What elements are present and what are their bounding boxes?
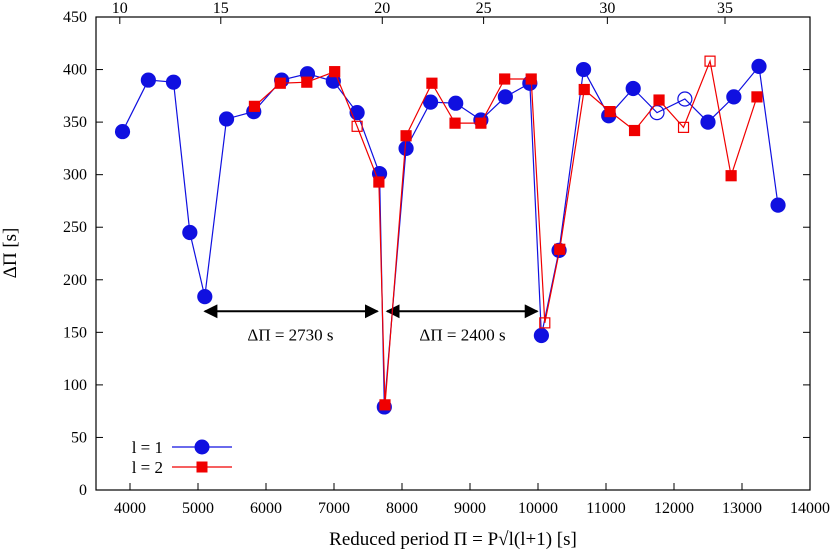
top-tick-label: 30 bbox=[599, 0, 615, 17]
plot-frame bbox=[95, 16, 811, 491]
series-line bbox=[254, 58, 758, 405]
y-tick-label: 400 bbox=[63, 62, 87, 79]
data-point bbox=[248, 100, 261, 112]
data-point bbox=[628, 124, 641, 137]
y-tick-label: 50 bbox=[71, 429, 87, 446]
data-point bbox=[449, 117, 461, 129]
series-1 bbox=[114, 58, 786, 415]
data-point bbox=[379, 399, 391, 411]
data-point bbox=[499, 73, 511, 85]
annotation-label: ΔΠ = 2400 s bbox=[419, 325, 505, 344]
data-point bbox=[448, 95, 464, 111]
x-tick-label: 12000 bbox=[654, 500, 694, 517]
data-point bbox=[426, 77, 438, 89]
legend-marker bbox=[196, 461, 208, 473]
x-tick-label: 10000 bbox=[518, 500, 558, 517]
y-axis: 0 50 100 150 200 250 300 350 400 450 bbox=[63, 9, 810, 499]
y-tick-label: 300 bbox=[63, 167, 87, 184]
data-point bbox=[533, 327, 550, 344]
data-point bbox=[422, 94, 439, 110]
legend-label: l = 1 bbox=[132, 438, 163, 457]
top-axis: 10 15 20 25 30 35 bbox=[112, 0, 733, 24]
data-point bbox=[704, 55, 716, 67]
data-point bbox=[301, 76, 313, 88]
data-point bbox=[604, 105, 616, 118]
data-point bbox=[400, 130, 412, 142]
data-point bbox=[525, 73, 537, 85]
data-point bbox=[649, 105, 665, 121]
data-point bbox=[373, 176, 385, 188]
data-point bbox=[114, 123, 131, 140]
data-point bbox=[274, 77, 286, 89]
y-tick-label: 0 bbox=[79, 482, 87, 499]
data-point bbox=[700, 114, 716, 130]
data-point bbox=[770, 197, 786, 213]
data-point bbox=[351, 120, 363, 132]
data-point bbox=[140, 72, 156, 88]
top-tick-label: 10 bbox=[112, 0, 128, 17]
data-point bbox=[677, 91, 693, 107]
data-point bbox=[182, 224, 198, 241]
data-point bbox=[165, 74, 182, 90]
data-point bbox=[329, 66, 341, 78]
y-tick-label: 450 bbox=[63, 9, 87, 26]
data-point bbox=[751, 58, 767, 75]
data-point bbox=[475, 117, 487, 129]
y-tick-label: 200 bbox=[63, 272, 87, 289]
y-tick-label: 150 bbox=[63, 324, 87, 341]
legend: l = 1l = 2 bbox=[132, 438, 232, 477]
top-tick-label: 15 bbox=[213, 0, 229, 17]
data-point bbox=[349, 105, 365, 121]
top-tick-label: 35 bbox=[717, 0, 733, 17]
y-tick-label: 100 bbox=[63, 377, 87, 394]
data-point bbox=[653, 94, 665, 106]
data-point bbox=[575, 61, 592, 78]
data-point bbox=[398, 140, 414, 156]
x-axis: 4000 5000 6000 7000 8000 9000 10000 11000 12000 1… bbox=[114, 483, 830, 517]
data-point bbox=[726, 89, 742, 105]
data-point bbox=[218, 111, 235, 127]
x-tick-label: 11000 bbox=[586, 500, 625, 517]
y-tick-label: 350 bbox=[63, 114, 87, 131]
annotation-label: ΔΠ = 2730 s bbox=[247, 325, 333, 344]
data-point bbox=[554, 243, 566, 255]
annotations: ΔΠ = 2730 s ΔΠ = 2400 s bbox=[203, 304, 539, 344]
x-tick-label: 7000 bbox=[318, 500, 350, 517]
data-point bbox=[677, 121, 690, 133]
series-layer bbox=[114, 55, 786, 415]
legend-label: l = 2 bbox=[132, 458, 163, 477]
x-tick-label: 6000 bbox=[250, 500, 282, 517]
legend-marker bbox=[194, 439, 210, 455]
top-tick-label: 20 bbox=[374, 0, 390, 17]
x-axis-title: Reduced period Π = P√l(l+1) [s] bbox=[329, 529, 577, 550]
data-point bbox=[751, 91, 763, 103]
series-2 bbox=[248, 55, 763, 411]
data-point bbox=[539, 317, 551, 329]
data-point bbox=[197, 288, 213, 305]
data-point bbox=[625, 80, 641, 97]
x-tick-label: 9000 bbox=[454, 500, 486, 517]
x-tick-label: 8000 bbox=[386, 500, 418, 517]
top-tick-label: 25 bbox=[476, 0, 492, 17]
x-tick-label: 14000 bbox=[790, 500, 830, 517]
data-point bbox=[578, 83, 590, 96]
y-axis-title: ΔΠ [s] bbox=[0, 228, 21, 279]
y-tick-label: 250 bbox=[63, 219, 87, 236]
x-tick-label: 4000 bbox=[114, 500, 146, 517]
data-point bbox=[497, 89, 513, 105]
x-tick-label: 13000 bbox=[722, 500, 762, 517]
data-point bbox=[725, 170, 737, 182]
x-tick-label: 5000 bbox=[182, 500, 214, 517]
